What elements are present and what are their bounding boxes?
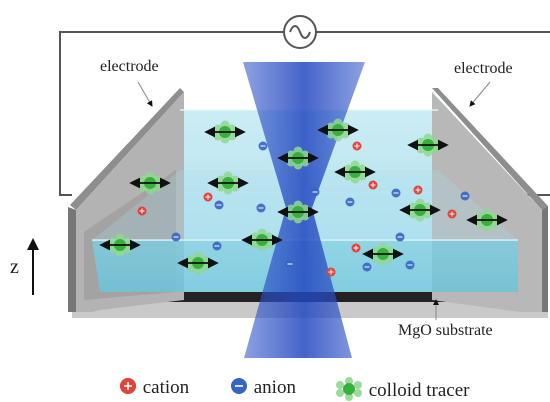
- legend-anion-label: anion: [253, 377, 296, 398]
- cation-particle: [137, 206, 147, 216]
- legend-tracer-label: colloid tracer: [368, 380, 470, 401]
- legend-anion: anion: [229, 376, 296, 399]
- cation-particle: [352, 141, 362, 151]
- cation-particle: [413, 185, 423, 195]
- anion-particle: [395, 232, 405, 242]
- ac-source-icon: [283, 15, 317, 49]
- colloid-tracer-icon: [336, 377, 362, 401]
- minus-circle-icon: [231, 378, 247, 394]
- electrode-right-label: electrode: [454, 60, 513, 77]
- anion-particle: [310, 187, 320, 197]
- anion-particle: [258, 141, 268, 151]
- up-arrow-icon: [27, 238, 39, 295]
- anion-particle: [362, 262, 372, 272]
- anion-particle: [405, 260, 415, 270]
- cation-particle: [326, 267, 336, 277]
- anion-particle: [214, 200, 224, 210]
- particles-layer: [99, 118, 508, 277]
- cation-particle: [203, 192, 213, 202]
- cation-particle: [368, 180, 378, 190]
- plus-circle-icon: [120, 378, 136, 394]
- anion-particle: [212, 241, 222, 251]
- legend-tracer: colloid tracer: [334, 376, 470, 402]
- anion-particle: [345, 197, 355, 207]
- legend-cation-label: cation: [142, 377, 190, 398]
- anion-particle: [460, 191, 470, 201]
- anion-particle: [391, 188, 401, 198]
- z-axis-label: z: [10, 256, 19, 278]
- electrode-left-label: electrode: [100, 58, 159, 75]
- cation-particle: [351, 243, 361, 253]
- anion-particle: [171, 232, 181, 242]
- anion-particle: [285, 259, 295, 269]
- anion-particle: [256, 203, 266, 213]
- electrode-right-pointer: [469, 81, 491, 107]
- cation-particle: [447, 209, 457, 219]
- legend-cation: cation: [118, 376, 189, 399]
- electrode-left-pointer: [137, 81, 153, 107]
- substrate-label: MgO substrate: [398, 322, 493, 339]
